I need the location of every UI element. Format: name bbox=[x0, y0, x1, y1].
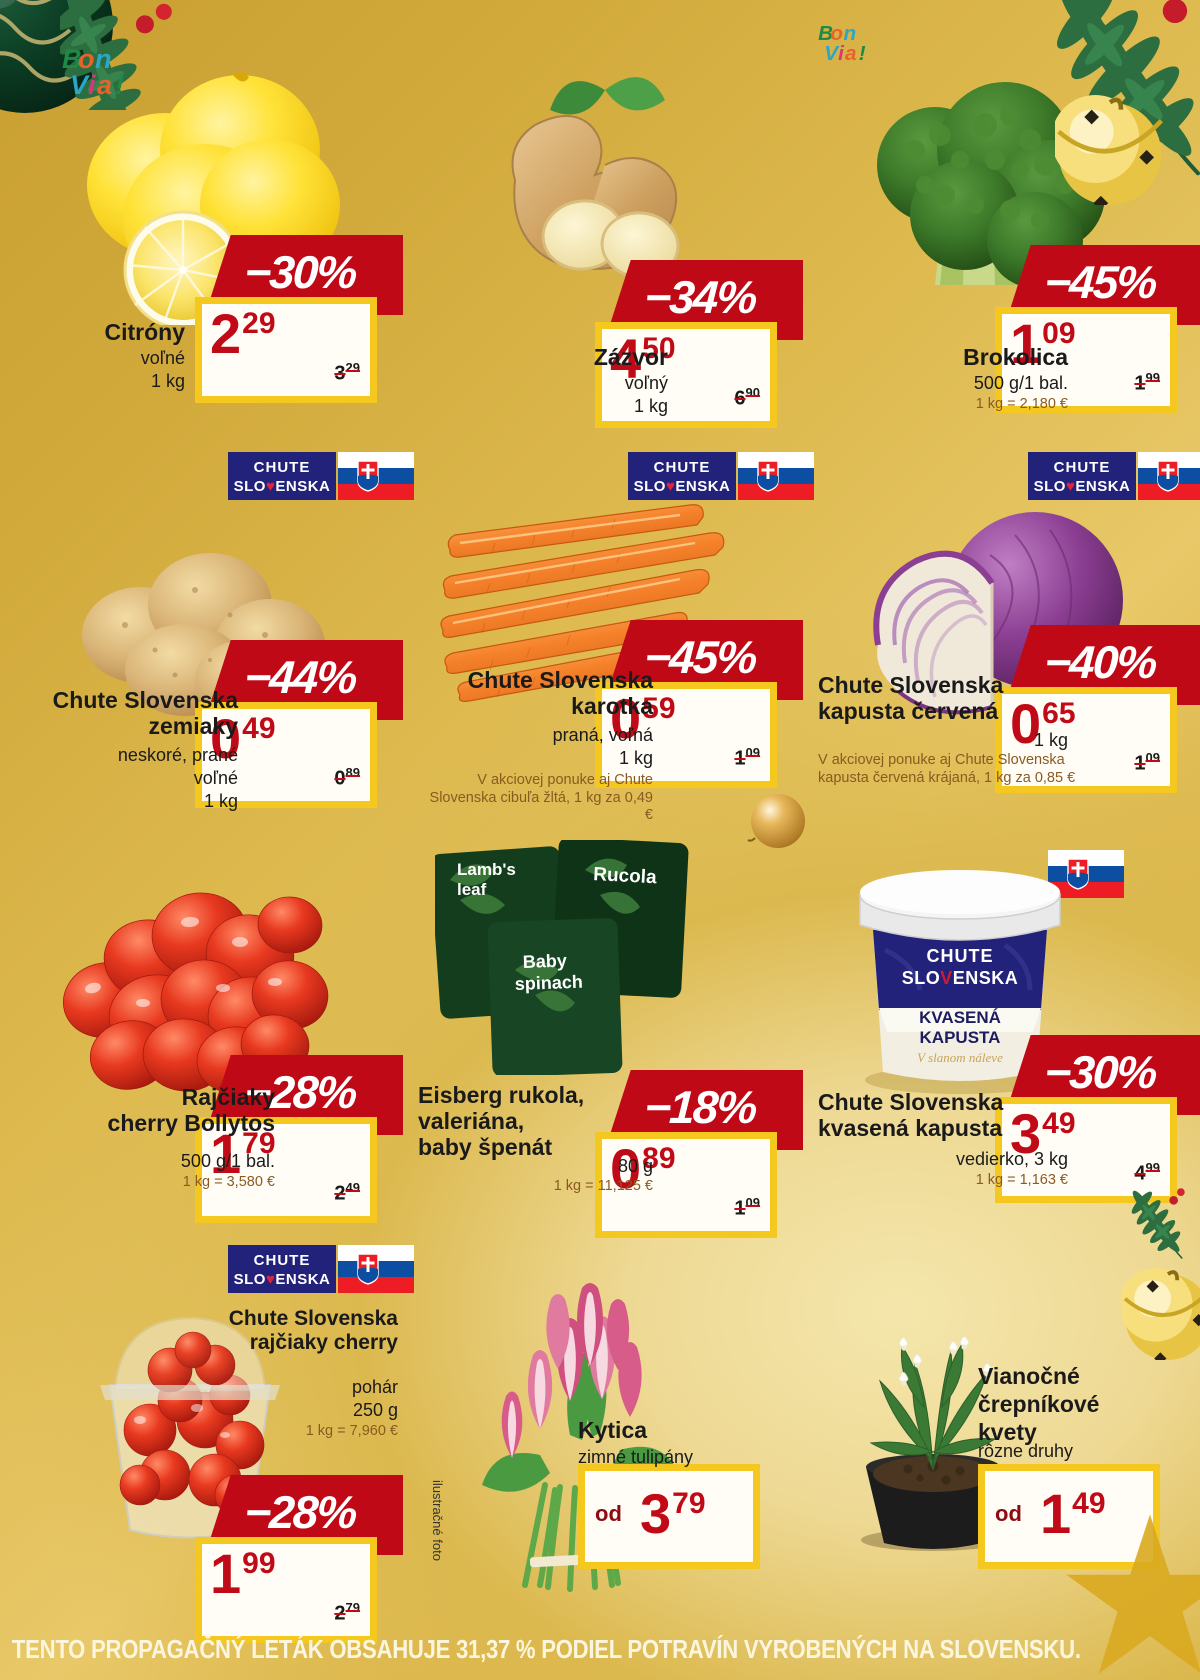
svg-text:V slanom náleve: V slanom náleve bbox=[917, 1050, 1003, 1065]
svg-text:V: V bbox=[70, 70, 90, 100]
svg-text:leaf: leaf bbox=[457, 880, 487, 899]
svg-text:!: ! bbox=[859, 42, 866, 65]
svg-text:a: a bbox=[845, 42, 857, 65]
svg-text:KAPUSTA: KAPUSTA bbox=[920, 1028, 1001, 1047]
svg-text:KVASENÁ: KVASENÁ bbox=[919, 1008, 1001, 1027]
svg-text:a: a bbox=[97, 70, 112, 100]
svg-text:i: i bbox=[88, 70, 96, 100]
svg-text:Baby: Baby bbox=[522, 950, 567, 972]
svg-text:CHUTE: CHUTE bbox=[927, 946, 994, 966]
svg-text:i: i bbox=[838, 42, 845, 65]
svg-text:spinach: spinach bbox=[514, 972, 583, 994]
svg-text:Rucola: Rucola bbox=[593, 864, 658, 888]
svg-text:!: ! bbox=[115, 70, 124, 100]
svg-text:SLOVENSKA: SLOVENSKA bbox=[902, 968, 1019, 988]
svg-text:Lamb's: Lamb's bbox=[457, 860, 516, 879]
